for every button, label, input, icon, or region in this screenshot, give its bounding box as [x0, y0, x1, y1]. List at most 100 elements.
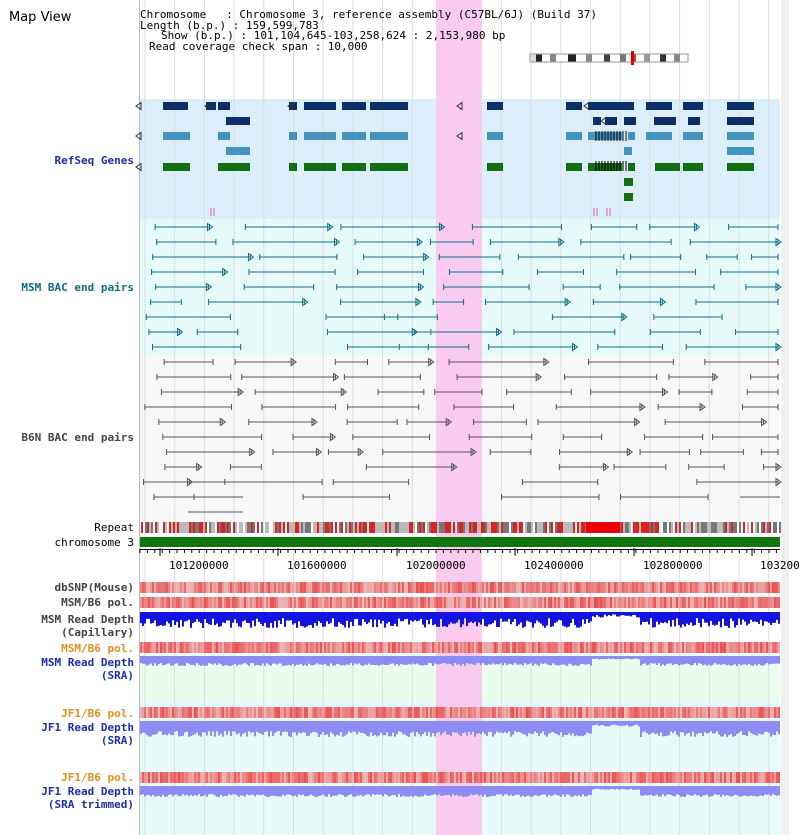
repeat-element — [669, 522, 671, 533]
read-depth-bar — [346, 786, 348, 797]
polymorphism-bin — [634, 707, 636, 718]
polymorphism-bin — [408, 642, 410, 653]
polymorphism-bin — [480, 582, 482, 593]
polymorphism-bin — [312, 772, 314, 783]
read-depth-bar — [396, 721, 398, 735]
polymorphism-bin — [192, 597, 194, 608]
repeat-element — [663, 522, 665, 533]
track-label-msm-depth-sra[interactable]: MSM Read Depth (SRA) — [41, 656, 134, 682]
read-depth-bar — [652, 656, 654, 664]
track-label-jf1-b6-pol[interactable]: JF1/B6 pol. — [61, 707, 134, 720]
chromosome-ideogram-band — [660, 54, 666, 62]
polymorphism-bin — [252, 772, 254, 783]
read-depth-bar — [770, 786, 772, 796]
polymorphism-bin — [746, 597, 748, 608]
polymorphism-bin — [474, 582, 476, 593]
read-depth-bar — [740, 656, 742, 666]
polymorphism-bin — [638, 597, 640, 608]
polymorphism-bin — [292, 642, 294, 653]
bac-end-arrow — [775, 282, 782, 292]
polymorphism-bin — [426, 582, 428, 593]
polymorphism-bin — [262, 582, 264, 593]
track-label-jf1-depth-trimmed[interactable]: JF1 Read Depth (SRA trimmed) — [41, 785, 134, 811]
read-depth-bar — [284, 786, 286, 796]
read-depth-bar — [534, 612, 536, 624]
read-depth-bar — [142, 612, 144, 626]
polymorphism-bin — [518, 642, 520, 653]
track-label-jf1-b6-pol-2[interactable]: JF1/B6 pol. — [61, 771, 134, 784]
polymorphism-bin — [734, 582, 736, 593]
read-depth-bar — [250, 612, 252, 628]
read-depth-bar — [300, 721, 302, 734]
track-label-msm-depth-capillary[interactable]: MSM Read Depth (Capillary) — [41, 613, 134, 639]
read-depth-bar — [190, 656, 192, 665]
polymorphism-bin — [766, 582, 768, 593]
read-depth-bar — [776, 786, 778, 796]
read-depth-bar — [416, 656, 418, 664]
polymorphism-bin — [358, 707, 360, 718]
polymorphism-bin — [274, 597, 276, 608]
read-depth-bar — [366, 721, 368, 736]
repeat-element — [639, 522, 641, 533]
read-depth-bar — [528, 721, 530, 734]
read-depth-bar — [274, 612, 276, 621]
read-depth-bar — [760, 721, 762, 735]
track-label-repeat[interactable]: Repeat — [94, 521, 134, 534]
read-depth-bar — [340, 612, 342, 624]
polymorphism-bin — [650, 642, 652, 653]
polymorphism-bin — [208, 582, 210, 593]
polymorphism-bin — [530, 582, 532, 593]
track-label-jf1-depth-sra[interactable]: JF1 Read Depth (SRA) — [41, 721, 134, 747]
refseq-gene — [370, 163, 408, 171]
track-label-msm-bac[interactable]: MSM BAC end pairs — [21, 281, 134, 294]
read-depth-bar — [348, 656, 350, 665]
polymorphism-bin — [304, 772, 306, 783]
polymorphism-bin — [530, 597, 532, 608]
repeat-element — [571, 522, 573, 533]
track-label-msm-b6-pol-sra[interactable]: MSM/B6 pol. — [61, 642, 134, 655]
info-chromosome: Chromosome : Chromosome 3, reference ass… — [140, 8, 597, 21]
polymorphism-bin — [318, 772, 320, 783]
read-depth-bar — [486, 656, 488, 666]
read-depth-bar — [484, 786, 486, 795]
read-depth-bar — [174, 656, 176, 664]
read-depth-bar — [176, 656, 178, 664]
track-label-refseq[interactable]: RefSeq Genes — [54, 154, 134, 167]
polymorphism-bin — [448, 707, 450, 718]
polymorphism-bin — [518, 772, 520, 783]
track-label-b6n-bac[interactable]: B6N BAC end pairs — [21, 431, 134, 444]
polymorphism-bin — [348, 582, 350, 593]
polymorphism-bin — [736, 707, 738, 718]
read-depth-bar — [762, 786, 764, 797]
polymorphism-bin — [452, 642, 454, 653]
polymorphism-bin — [518, 582, 520, 593]
read-depth-bar — [738, 612, 740, 619]
polymorphism-bin — [358, 597, 360, 608]
polymorphism-bin — [352, 772, 354, 783]
read-depth-bar — [570, 786, 572, 797]
polymorphism-bin — [730, 707, 732, 718]
track-label-dbsnp[interactable]: dbSNP(Mouse) — [54, 581, 134, 594]
read-depth-bar — [242, 612, 244, 622]
polymorphism-bin — [744, 597, 746, 608]
polymorphism-bin — [590, 582, 592, 593]
polymorphism-bin — [506, 642, 508, 653]
read-depth-bar — [702, 786, 704, 796]
polymorphism-bin — [254, 772, 256, 783]
polymorphism-bin — [358, 772, 360, 783]
chromosome-ideogram-band — [536, 54, 542, 62]
polymorphism-bin — [144, 772, 146, 783]
polymorphism-bin — [774, 707, 776, 718]
read-depth-bar — [208, 612, 210, 625]
polymorphism-bin — [246, 582, 248, 593]
polymorphism-bin — [356, 707, 358, 718]
polymorphism-bin — [740, 707, 742, 718]
polymorphism-bin — [314, 772, 316, 783]
read-depth-bar — [570, 721, 572, 736]
polymorphism-bin — [692, 707, 694, 718]
polymorphism-bin — [230, 597, 232, 608]
read-depth-bar — [480, 612, 482, 625]
read-depth-bar — [466, 612, 468, 627]
track-label-msm-b6-pol[interactable]: MSM/B6 pol. — [61, 596, 134, 609]
repeat-element — [185, 522, 187, 533]
